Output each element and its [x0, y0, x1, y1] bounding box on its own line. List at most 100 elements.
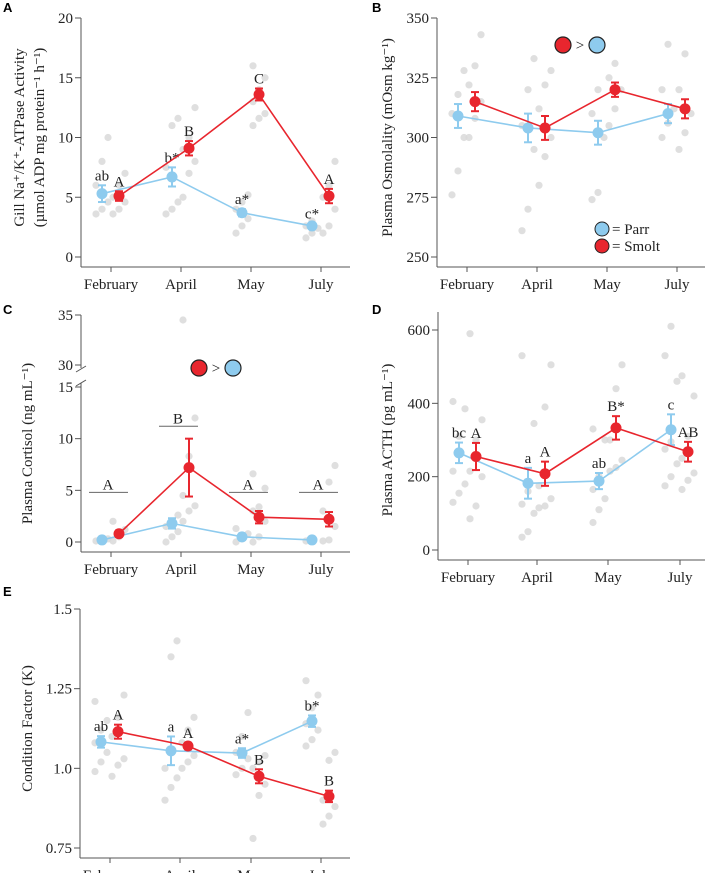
smolt-mean-point [323, 790, 335, 802]
smolt-individual-point [535, 105, 543, 113]
parr-individual-point [104, 133, 112, 142]
parr-individual-point [518, 227, 526, 235]
smolt-individual-point [541, 403, 549, 411]
parr-individual-point [455, 432, 463, 440]
parr-individual-point [518, 500, 526, 508]
smolt-individual-point [325, 478, 333, 486]
parr-individual-point [244, 755, 252, 763]
parr-individual-point [588, 196, 596, 204]
smolt-individual-point [121, 169, 129, 177]
smolt-individual-point [121, 198, 129, 206]
parr-individual-point [232, 524, 240, 533]
parr-line [100, 720, 313, 754]
parr-individual-point [518, 352, 526, 360]
smolt-individual-point [331, 205, 339, 213]
smolt-individual-point [109, 210, 117, 218]
smolt-individual-point [120, 691, 128, 699]
parr-mean-point [592, 127, 604, 139]
significance-label: B [324, 774, 334, 790]
smolt-individual-point [605, 121, 613, 130]
smolt-individual-point [249, 507, 257, 515]
parr-individual-point [302, 742, 310, 750]
parr-individual-point [103, 748, 111, 757]
parr-individual-point [238, 222, 246, 230]
y-axis-label: Gill Na⁺/K⁺-ATPase Activity [12, 48, 28, 227]
smolt-individual-point [690, 392, 698, 400]
parr-individual-point [454, 167, 462, 175]
smolt-individual-point [535, 482, 543, 490]
smolt-mean-point [323, 513, 335, 525]
significance-label: A [243, 477, 254, 493]
smolt-individual-point [684, 432, 692, 440]
significance-label: B* [607, 399, 625, 415]
legend-parr: = Parr [612, 222, 649, 238]
axis-break-mark [75, 379, 87, 387]
smolt-individual-point [191, 502, 199, 510]
panel-c: C 0 5 10 15 30 35 February April May July Plasma Co… [3, 302, 350, 578]
parr-mean-point [165, 745, 177, 757]
smolt-individual-point [535, 504, 543, 512]
parr-individual-point [661, 445, 669, 453]
x-tick-label: July [664, 277, 690, 293]
smolt-individual-point [331, 802, 339, 811]
x-tick-label: April [521, 277, 553, 293]
smolt-individual-point [605, 74, 613, 82]
smolt-individual-point [675, 86, 683, 94]
smolt-individual-point [114, 713, 122, 721]
parr-individual-point [594, 188, 602, 197]
smolt-individual-point [466, 330, 474, 338]
legend: = Parr= Smolt [594, 221, 661, 255]
smolt-individual-point [678, 485, 686, 494]
parr-symbol-icon [224, 359, 242, 377]
smolt-individual-point [472, 436, 480, 444]
parr-individual-point [232, 771, 240, 779]
significance-label: A [113, 708, 124, 724]
smolt-individual-point [249, 62, 257, 70]
smolt-individual-point [547, 361, 555, 369]
parr-individual-point [518, 533, 526, 541]
smolt-individual-point [606, 436, 614, 444]
parr-individual-point [103, 716, 111, 725]
parr-mean-point [95, 736, 107, 748]
smolt-individual-point [612, 385, 620, 393]
parr-individual-point [589, 425, 597, 433]
significance-label: A [103, 477, 114, 493]
parr-individual-point [530, 509, 538, 517]
smolt-line [118, 93, 330, 197]
smolt-individual-point [114, 761, 122, 769]
y-tick-label: 0 [423, 543, 431, 559]
parr-mean-point [166, 171, 178, 183]
parr-individual-point [595, 506, 603, 514]
smolt-mean-point [113, 528, 125, 540]
significance-label: b* [305, 698, 320, 714]
smolt-mean-point [113, 190, 125, 202]
panel-e: E 0.75 1.0 1.25 1.5 February April May July Condi… [3, 584, 350, 873]
smolt-individual-point [547, 66, 555, 75]
smolt-individual-point [109, 537, 117, 545]
smolt-individual-point [331, 748, 339, 757]
smolt-mean-point [610, 422, 622, 434]
smolt-individual-point [466, 515, 474, 523]
significance-label: ab [95, 168, 109, 184]
panel-label: D [372, 302, 381, 317]
smolt-individual-point [611, 105, 619, 113]
smolt-mean-point [323, 190, 335, 202]
smolt-legend-icon [594, 238, 610, 254]
parr-individual-point [244, 215, 252, 223]
y-tick-label: 10 [58, 131, 73, 147]
parr-individual-point [461, 480, 469, 488]
significance-label: A [540, 445, 551, 461]
smolt-individual-point [191, 414, 199, 422]
smolt-individual-point [261, 484, 269, 492]
parr-mean-point [236, 531, 248, 543]
smolt-symbol-icon [554, 36, 572, 54]
smolt-individual-point [249, 121, 257, 130]
smolt-individual-point [185, 169, 193, 177]
parr-individual-point [673, 377, 681, 385]
smolt-individual-point [319, 229, 327, 237]
parr-individual-point [308, 704, 316, 712]
significance-label: c* [305, 207, 319, 223]
parr-individual-point [244, 708, 252, 717]
smolt-mean-point [609, 84, 621, 96]
y-tick-label: 20 [58, 11, 73, 27]
